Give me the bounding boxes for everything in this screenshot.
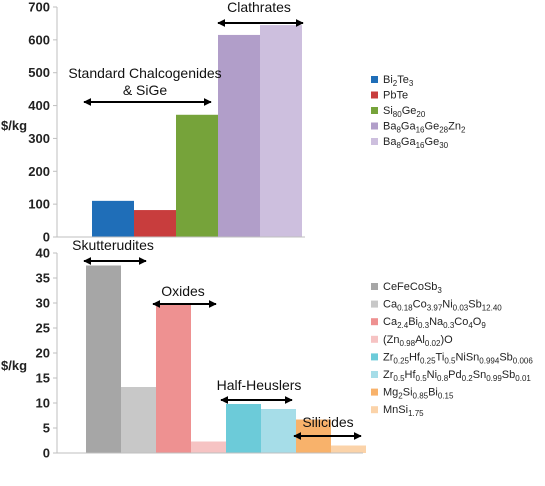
top-legend-label-3: Ba8​Ga16​Ge28​Zn2​ <box>383 121 466 135</box>
bottom-bars <box>86 265 366 453</box>
bottom-legend-label-5: Zr0.5​Hf0.5​Ni0.8​Pd0.2​Sn0.99​Sb0.01​ <box>383 369 531 383</box>
bottom-y-tick-label: 5 <box>43 421 50 436</box>
bottom-y-tick-label: 25 <box>36 321 50 336</box>
top-chart: 0 100 200 300 400 500 600 700 $/kg Standard Cha… <box>1 0 466 245</box>
top-bar-0 <box>92 200 134 237</box>
bottom-legend-label-2: Ca2.4​Bi0.3​Na0.3​Co4​O9​ <box>383 316 486 330</box>
top-legend-label-1: PbTe <box>383 90 408 102</box>
top-legend-swatch-0 <box>371 76 378 83</box>
bottom-bar-2 <box>156 303 191 453</box>
annotation-clathrates: Clathrates <box>227 0 291 15</box>
top-y-axis-label: $/kg <box>1 118 27 133</box>
bottom-bar-0 <box>86 265 121 453</box>
bottom-bar-3 <box>191 441 226 453</box>
top-legend-swatch-3 <box>371 122 378 130</box>
annotation-standard-chalcogenides: Standard Chalcogenides <box>68 65 221 81</box>
top-y-tick-label: 200 <box>28 164 50 179</box>
bottom-legend-swatch-3 <box>371 335 378 343</box>
bottom-legend-swatch-1 <box>371 300 378 308</box>
annotation-half-heuslers: Half-Heuslers <box>217 377 302 393</box>
annotation-skutterudites: Skutterudites <box>72 237 154 253</box>
top-y-tick-label: 700 <box>28 0 50 15</box>
top-legend-label-0: Bi2​Te3​ <box>383 74 414 88</box>
bottom-legend-label-7: MnSi1.75​ <box>383 404 424 418</box>
bottom-bar-7 <box>331 445 366 453</box>
top-legend-swatch-2 <box>371 107 378 114</box>
top-y-ticks: 0 100 200 300 400 500 600 700 <box>28 0 57 245</box>
top-legend-label-2: Si80​Ge20​ <box>383 105 426 119</box>
top-y-tick-label: 400 <box>28 98 50 113</box>
annotation-sige: & SiGe <box>123 82 168 98</box>
bottom-legend-swatch-5 <box>371 371 378 378</box>
annotation-silicides: Silicides <box>302 414 353 430</box>
bottom-y-tick-label: 15 <box>36 371 50 386</box>
bottom-bar-5 <box>261 409 296 453</box>
bottom-legend: CeFeCoSb3​ Ca0.18​Co3.97​Ni0.03​Sb12.40​ C… <box>371 281 533 418</box>
bottom-legend-label-0: CeFeCoSb3​ <box>383 281 442 295</box>
bottom-y-tick-label: 30 <box>36 296 50 311</box>
bottom-legend-label-3: (Zn0.98​Al0.02​)O <box>383 334 453 348</box>
bottom-legend-swatch-2 <box>371 318 378 326</box>
annotation-oxides: Oxides <box>161 283 205 299</box>
bottom-y-tick-label: 20 <box>36 346 50 361</box>
bottom-y-ticks: 0 5 10 15 20 25 30 35 40 <box>36 246 57 461</box>
top-y-tick-label: 0 <box>43 230 50 245</box>
top-y-tick-label: 500 <box>28 65 50 80</box>
bottom-legend-label-1: Ca0.18​Co3.97​Ni0.03​Sb12.40​ <box>383 299 502 313</box>
bottom-legend-swatch-6 <box>371 388 378 396</box>
top-bar-4 <box>260 25 302 238</box>
top-legend: Bi2​Te3​ PbTe Si80​Ge20​ Ba8​Ga16​Ge28​Zn2​… <box>371 74 466 150</box>
top-legend-label-4: Ba8​Ga16​Ge30​ <box>383 136 449 150</box>
bottom-legend-swatch-0 <box>371 283 378 290</box>
top-y-tick-label: 600 <box>28 32 50 47</box>
top-bar-1 <box>134 210 176 237</box>
top-bar-2 <box>176 114 218 237</box>
bottom-bar-4 <box>226 404 261 453</box>
bottom-y-axis-label: $/kg <box>1 358 27 373</box>
top-y-tick-label: 300 <box>28 131 50 146</box>
bottom-y-tick-label: 0 <box>43 446 50 461</box>
top-legend-swatch-1 <box>371 91 378 99</box>
bottom-y-tick-label: 40 <box>36 246 50 261</box>
top-bars <box>92 25 302 238</box>
bottom-legend-swatch-7 <box>371 406 378 414</box>
bottom-legend-label-4: Zr0.25​Hf0.25​Ti0.5​NiSn0.994​Sb0.006​ <box>383 351 533 365</box>
bottom-legend-swatch-4 <box>371 353 378 361</box>
bottom-y-tick-label: 35 <box>36 271 50 286</box>
bottom-y-tick-label: 10 <box>36 396 50 411</box>
top-y-tick-label: 100 <box>28 197 50 212</box>
bottom-chart: 0 5 10 15 20 25 30 35 40 $/kg Skutterudites Oxid… <box>1 237 533 461</box>
bottom-legend-label-6: Mg2​Si0.85​Bi0.15​ <box>383 387 454 401</box>
top-legend-swatch-4 <box>371 138 378 145</box>
top-bar-3 <box>218 34 260 237</box>
bottom-bar-1 <box>121 387 156 453</box>
